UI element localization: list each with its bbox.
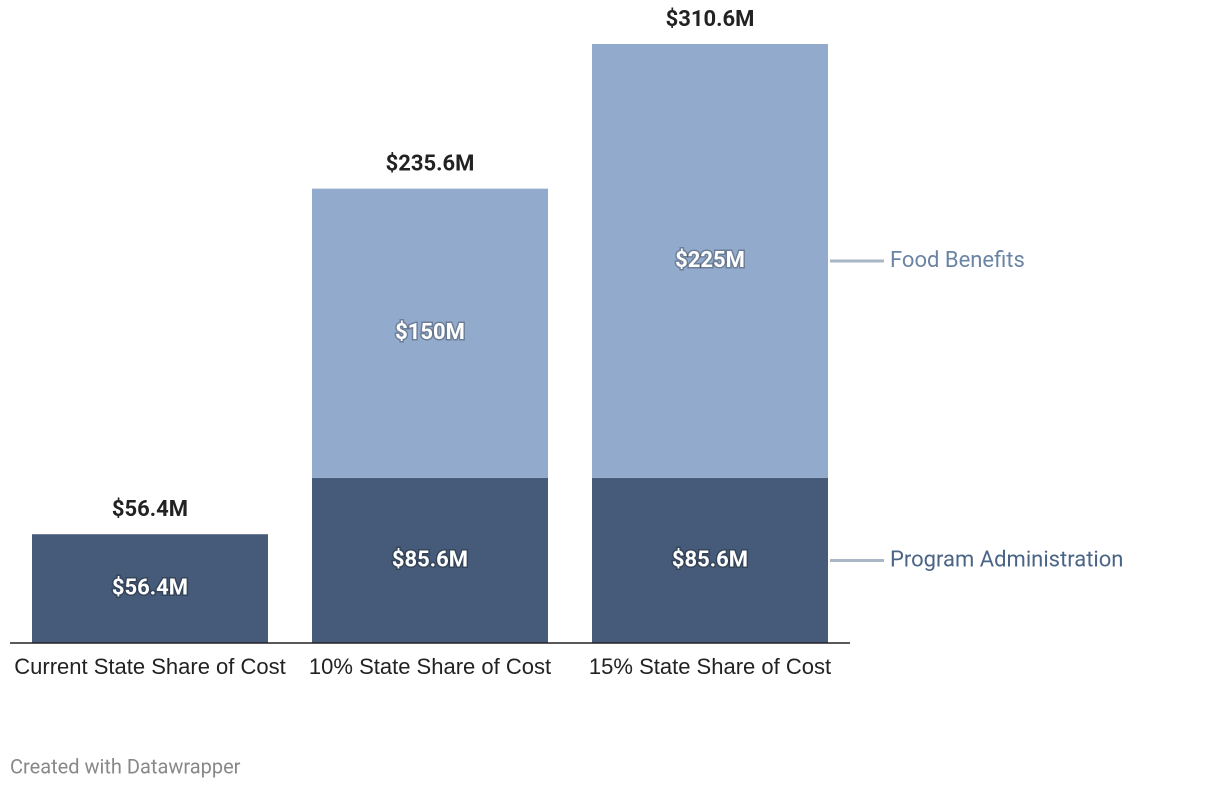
x-tick-label: 15% State Share of Cost: [588, 654, 832, 679]
legend-label: Program Administration: [890, 547, 1123, 572]
value-label: $56.4M: [112, 575, 188, 600]
x-tick-label: 10% State Share of Cost: [308, 654, 552, 679]
total-label: $235.6M: [386, 151, 475, 176]
footer: Created with Datawrapper: [10, 754, 241, 778]
x-tick-label: Current State Share of Cost: [14, 654, 286, 679]
bar-segment: [312, 188, 548, 478]
value-label: $85.6M: [672, 547, 748, 572]
total-label: $56.4M: [112, 497, 188, 522]
x-tick-label-box: Current State Share of Cost: [14, 654, 286, 679]
total-label: $310.6M: [666, 7, 755, 32]
value-label: $85.6M: [392, 547, 468, 572]
bar-segment: [312, 477, 548, 643]
bar-segment: [592, 477, 828, 643]
bar-segment: [592, 44, 828, 478]
value-label: $150M: [395, 320, 465, 345]
x-tick-label-box: 15% State Share of Cost: [588, 654, 832, 679]
legend-label: Food Benefits: [890, 248, 1025, 273]
x-tick-label-box: 10% State Share of Cost: [308, 654, 552, 679]
bar-segment: [32, 534, 268, 643]
value-label: $225M: [675, 248, 745, 273]
